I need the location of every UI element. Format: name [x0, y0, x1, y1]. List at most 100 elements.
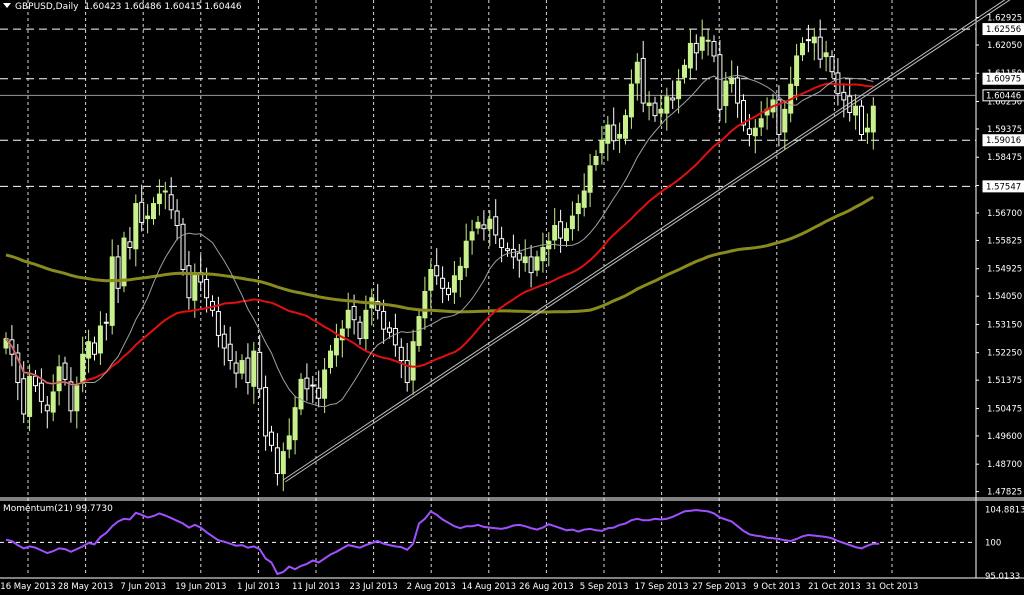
y-tick-label: 1.51375 — [987, 376, 1022, 386]
candle-body — [333, 338, 339, 356]
x-tick-label: 16 May 2013 — [0, 582, 55, 592]
candle-body — [534, 256, 540, 271]
candle-body — [634, 61, 640, 84]
candle-body — [180, 223, 186, 270]
indicator-axis: 104.8813 100 95.0133 — [985, 506, 1024, 582]
price-label-box — [982, 134, 1024, 147]
candle-body — [723, 80, 729, 107]
candle-body — [56, 366, 62, 392]
candle-body — [687, 42, 693, 69]
ma-mid-line — [5, 82, 874, 386]
candle-body — [410, 341, 416, 381]
candle-body — [599, 140, 605, 154]
candle-body — [811, 36, 817, 44]
y-tick-label: 1.55825 — [987, 236, 1022, 246]
candle-body — [457, 265, 463, 281]
y-tick-label: 1.62925 — [987, 13, 1022, 23]
x-tick-label: 27 Sep 2013 — [692, 582, 746, 592]
candle-body — [345, 309, 351, 329]
candle-body — [133, 203, 139, 250]
candle-body — [782, 108, 788, 133]
candle-body — [186, 265, 192, 299]
candle-body — [794, 55, 800, 86]
candle-body — [699, 36, 705, 51]
candle-body — [263, 387, 269, 437]
candle-body — [310, 384, 316, 387]
candle-body — [280, 451, 286, 475]
candle-body — [286, 435, 292, 450]
candle-body — [121, 237, 127, 287]
candle-body — [440, 277, 446, 289]
candle-body — [870, 105, 876, 133]
candle-body — [33, 375, 38, 387]
x-tick-label: 2 Aug 2013 — [407, 582, 456, 592]
candle-body — [298, 378, 304, 410]
candle-body — [233, 362, 239, 374]
candle-body — [292, 407, 298, 441]
candle-body — [245, 357, 251, 384]
candle-body — [381, 311, 387, 330]
candle-body — [97, 325, 103, 354]
x-tick-label: 11 Jul 2013 — [292, 582, 340, 592]
candle-body — [404, 360, 410, 384]
candle-body — [800, 42, 805, 56]
candle-body — [375, 301, 381, 311]
candle-body — [676, 80, 682, 100]
candle-body — [115, 256, 121, 289]
indicator-tick-label: 104.8813 — [985, 506, 1024, 516]
candle-body — [322, 369, 328, 399]
price-level-labels: 1.62556 1.60975 1.60446 1.59016 1.57547 — [982, 23, 1024, 193]
x-tick-label: 19 Jun 2013 — [175, 582, 226, 592]
candle-body — [705, 39, 711, 42]
candle-body — [558, 221, 564, 239]
candle-body — [44, 404, 50, 412]
x-tick-label: 31 Oct 2013 — [866, 582, 919, 592]
candle-body — [505, 248, 510, 252]
candle-body — [552, 225, 558, 241]
candle-body — [269, 431, 274, 446]
candle-body — [670, 97, 676, 101]
x-tick-label: 14 Aug 2013 — [462, 582, 516, 592]
candle-body — [451, 275, 457, 293]
candle-body — [151, 203, 156, 220]
y-tick-label: 1.53150 — [987, 320, 1022, 330]
candle-body — [227, 343, 233, 362]
candle-body — [581, 190, 587, 208]
price-label-box — [982, 72, 1024, 85]
trendline[interactable] — [283, 0, 1024, 483]
y-tick-label: 1.58475 — [987, 153, 1022, 163]
price-label: 1.60975 — [986, 75, 1021, 85]
price-label: 1.60446 — [986, 91, 1021, 101]
ohlc-readout: 1.60423 1.60486 1.60415 1.60446 — [84, 2, 242, 12]
candle-body — [693, 42, 699, 54]
candle-body — [522, 256, 528, 264]
candle-body — [516, 252, 522, 261]
y-tick-label: 1.62050 — [987, 41, 1022, 51]
candle-body — [711, 41, 717, 57]
candle-body — [174, 210, 180, 227]
candle-body — [587, 165, 593, 193]
candle-body — [623, 115, 628, 139]
symbol-label: GBPUSD,Daily — [15, 2, 79, 12]
candle-body — [50, 391, 56, 413]
x-tick-label: 28 May 2013 — [58, 582, 113, 592]
candle-body — [74, 385, 80, 412]
ma-slow-line — [5, 195, 875, 314]
candle-body — [864, 127, 870, 133]
candle-body — [493, 216, 499, 236]
dropdown-triangle-icon[interactable] — [3, 3, 11, 8]
candle-body — [463, 240, 469, 269]
candle-body — [434, 265, 440, 277]
candle-body — [62, 362, 68, 380]
y-tick-label: 1.59375 — [987, 125, 1022, 135]
candle-body — [274, 447, 280, 475]
x-tick-label: 7 Jun 2013 — [120, 582, 166, 592]
candle-body — [103, 321, 109, 324]
candle-body — [776, 99, 782, 135]
price-label: 1.62556 — [986, 25, 1021, 35]
candle-body — [3, 338, 9, 349]
candle-body — [859, 105, 864, 135]
candle-body — [316, 387, 322, 399]
